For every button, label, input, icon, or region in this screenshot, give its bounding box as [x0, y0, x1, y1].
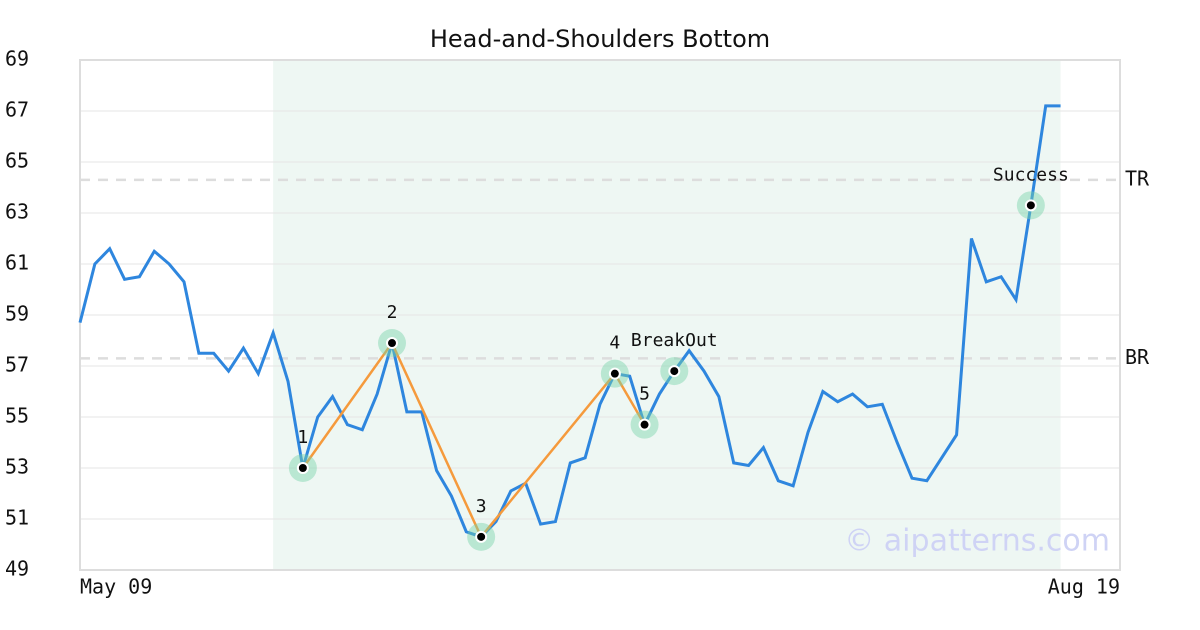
y-tick-label: 69	[5, 47, 29, 71]
point-label: 3	[476, 496, 487, 517]
point-dot	[608, 367, 621, 380]
y-tick-label: 59	[5, 302, 29, 326]
x-tick-label: Aug 19	[1048, 575, 1120, 599]
point-dot	[668, 365, 681, 378]
point-label: 4	[609, 333, 620, 354]
point-dot	[386, 337, 398, 350]
y-tick-label: 61	[5, 251, 29, 275]
plot-frame	[79, 59, 1121, 571]
y-tick-label: 63	[5, 200, 29, 224]
y-tick-label: 65	[5, 149, 29, 173]
watermark: © aipatterns.com	[844, 524, 1110, 559]
price-line	[78, 104, 1061, 539]
y-tick-label: 49	[5, 557, 29, 581]
point-dot	[1024, 199, 1037, 212]
point-label: BreakOut	[631, 330, 718, 351]
y-tick-label: 57	[5, 353, 29, 377]
point-label: 2	[387, 302, 398, 323]
chart-title: Head-and-Shoulders Bottom	[430, 25, 770, 53]
y-tick-label: 67	[5, 98, 29, 122]
point-dot	[475, 530, 488, 543]
point-label: Success	[993, 164, 1069, 185]
x-tick-label: May 09	[80, 575, 152, 599]
y-tick-label: 55	[5, 404, 29, 428]
point-dot	[638, 418, 651, 431]
y-tick-label: 51	[5, 506, 29, 530]
point-dot	[296, 462, 309, 474]
point-label: 1	[297, 427, 308, 448]
level-label: BR	[1125, 345, 1150, 369]
level-label: TR	[1125, 166, 1150, 190]
point-label: 5	[639, 384, 650, 405]
y-tick-label: 53	[5, 455, 29, 479]
